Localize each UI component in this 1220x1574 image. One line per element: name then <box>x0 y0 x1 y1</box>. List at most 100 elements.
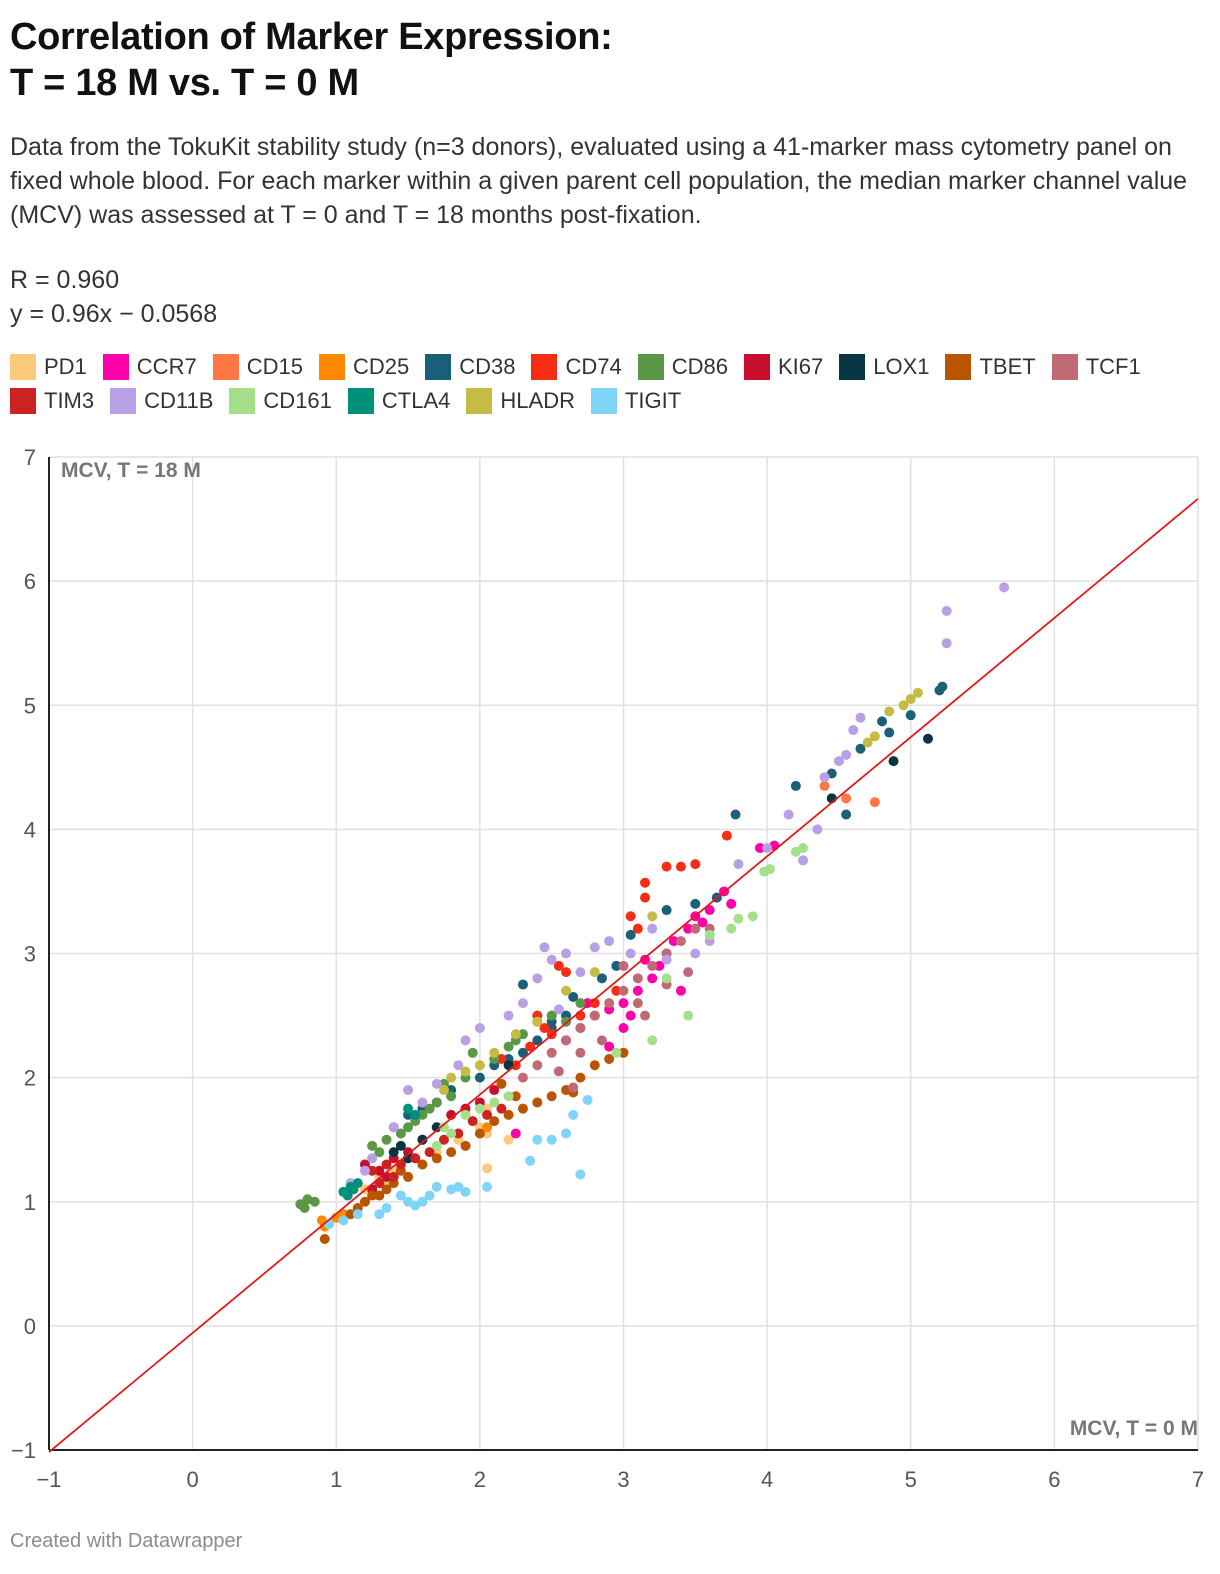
data-point-hladr <box>884 706 895 717</box>
data-point-ccr7 <box>726 898 737 909</box>
legend-swatch <box>1051 354 1078 380</box>
data-point-tbet <box>618 1047 629 1058</box>
data-point-tim3 <box>424 1147 435 1158</box>
data-point-cd11b <box>431 1078 442 1089</box>
data-point-ki67 <box>374 1165 385 1176</box>
legend-label: CD74 <box>565 354 622 379</box>
chart-title-line-2: T = 18 M vs. T = 0 M <box>10 62 359 104</box>
data-point-tim3 <box>467 1116 478 1127</box>
data-point-lox1 <box>395 1140 406 1151</box>
legend-item-cd74: CD74 <box>531 354 622 380</box>
legend-item-tigit: TIGIT <box>590 388 681 414</box>
data-point-hladr <box>912 687 923 698</box>
data-point-cd161 <box>503 1091 514 1102</box>
data-point-tigit <box>381 1202 392 1213</box>
y-tick-label: 4 <box>24 817 36 842</box>
data-point-cd38 <box>877 716 888 727</box>
data-point-cd11b <box>474 1022 485 1033</box>
data-point-tbet <box>517 1103 528 1114</box>
data-point-tbet <box>345 1209 356 1220</box>
legend-item-tim3: TIM3 <box>10 388 94 414</box>
data-point-tcf1 <box>632 973 643 984</box>
legend-label: KI67 <box>777 354 824 379</box>
data-point-tcf1 <box>553 1066 564 1077</box>
data-point-cd11b <box>532 973 543 984</box>
data-point-tcf1 <box>604 998 615 1009</box>
legend-item-tcf1: TCF1 <box>1051 354 1141 380</box>
legend-item-cd25: CD25 <box>318 354 409 380</box>
data-point-cd11b <box>762 842 773 853</box>
data-point-cd11b <box>841 749 852 760</box>
data-point-cd11b <box>453 1060 464 1071</box>
data-point-ccr7 <box>510 1128 521 1139</box>
data-point-cd11b <box>783 809 794 820</box>
data-point-hladr <box>862 737 873 748</box>
legend-label: TIM3 <box>44 388 95 413</box>
data-point-cd11b <box>798 855 809 866</box>
x-tick-label: 4 <box>761 1467 773 1492</box>
data-point-tcf1 <box>561 1035 572 1046</box>
chart-title-line-1: Correlation of Marker Expression: <box>10 16 613 58</box>
legend-label: LOX1 <box>873 354 930 379</box>
legend-item-ki67: KI67 <box>743 354 824 380</box>
data-point-cd161 <box>733 913 744 924</box>
x-tick-label: 0 <box>187 1467 199 1492</box>
data-point-tbet <box>417 1159 428 1170</box>
data-point-cd38 <box>884 727 895 738</box>
data-point-tbet <box>446 1147 457 1158</box>
data-point-tigit <box>352 1209 363 1220</box>
data-point-tim3 <box>388 1171 399 1182</box>
data-point-ccr7 <box>604 1041 615 1052</box>
regression-line <box>48 498 1199 1453</box>
data-point-tigit <box>546 1134 557 1145</box>
data-point-hladr <box>489 1047 500 1058</box>
y-tick-label: 7 <box>24 445 36 470</box>
data-point-ctla4 <box>348 1184 359 1195</box>
data-point-tbet <box>381 1184 392 1195</box>
legend-swatch <box>531 354 558 380</box>
data-point-cd86 <box>403 1122 414 1133</box>
data-point-ccr7 <box>625 1010 636 1021</box>
data-point-cd11b <box>647 923 658 934</box>
legend-item-cd161: CD161 <box>229 388 332 414</box>
y-tick-label: −1 <box>11 1438 36 1463</box>
data-point-cd11b <box>833 756 844 767</box>
data-point-tigit <box>575 1169 586 1180</box>
y-tick-label: 6 <box>24 569 36 594</box>
data-point-hladr <box>589 967 600 978</box>
data-point-tim3 <box>374 1178 385 1189</box>
data-point-ccr7 <box>704 905 715 916</box>
data-point-cd38 <box>625 929 636 940</box>
data-point-cd74 <box>539 1022 550 1033</box>
data-point-cd11b <box>733 859 744 870</box>
data-point-tcf1 <box>596 1035 607 1046</box>
data-point-tcf1 <box>575 1047 586 1058</box>
data-point-cd11b <box>819 772 830 783</box>
data-point-cd86 <box>575 998 586 1009</box>
data-point-cd11b <box>604 936 615 947</box>
regression-equation: y = 0.96x − 0.0568 <box>10 300 218 328</box>
data-point-tcf1 <box>675 936 686 947</box>
data-point-cd74 <box>561 967 572 978</box>
x-tick-label: −1 <box>36 1467 61 1492</box>
legend-label: PD1 <box>44 354 87 379</box>
data-point-hladr <box>561 985 572 996</box>
data-point-tbet <box>359 1196 370 1207</box>
legend-swatch <box>212 354 239 380</box>
data-point-cd11b <box>403 1085 414 1096</box>
data-point-cd15 <box>869 797 880 808</box>
data-point-cd86 <box>546 1010 557 1021</box>
legend-item-cd11b: CD11B <box>110 388 213 414</box>
legend-item-cd38: CD38 <box>425 354 515 380</box>
data-point-tim3 <box>410 1153 421 1164</box>
legend-label: CD11B <box>144 388 214 413</box>
data-point-cd11b <box>589 942 600 953</box>
data-point-tbet <box>496 1078 507 1089</box>
x-tick-label: 5 <box>905 1467 917 1492</box>
legend-label: CD38 <box>459 354 516 379</box>
data-point-hladr <box>647 911 658 922</box>
data-point-cd86 <box>367 1140 378 1151</box>
y-tick-label: 3 <box>24 942 36 967</box>
data-point-ccr7 <box>668 936 679 947</box>
legend: PD1 CCR7 CD15 CD25 CD38 CD74 CD86 KI67 LOX1 TBET T… <box>10 354 1215 414</box>
